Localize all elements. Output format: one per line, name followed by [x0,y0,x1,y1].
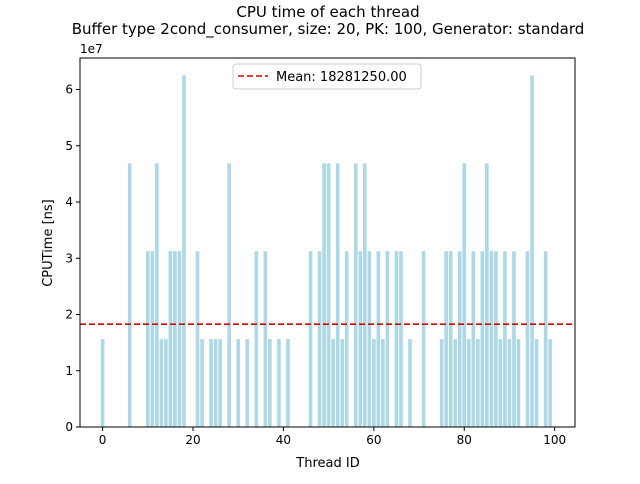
bar-thread-68 [408,339,412,427]
bar-thread-16 [173,251,177,427]
legend-mean-label: Mean: 18281250.00 [276,70,407,85]
bar-thread-78 [453,339,458,427]
bar-thread-87 [494,251,498,427]
bar-thread-59 [367,251,372,427]
bar-thread-22 [200,339,204,427]
bar-thread-56 [353,163,358,427]
bar-thread-81 [466,339,471,427]
bar-thread-53 [340,339,344,427]
bar-thread-32 [245,339,250,427]
y-tick-label-2: 2 [65,308,73,322]
bar-thread-52 [335,163,340,427]
bar-thread-28 [227,163,231,427]
bar-thread-66 [399,251,403,427]
x-tick-label-80: 80 [457,433,472,447]
chart-title: CPU time of each thread [236,3,419,21]
bar-thread-41 [286,339,290,427]
x-tick-label-60: 60 [366,433,381,447]
bar-thread-84 [480,251,485,427]
bar-thread-65 [394,251,399,427]
bar-thread-54 [344,251,349,427]
bar-thread-30 [236,339,241,427]
bar-thread-6 [127,163,132,427]
bar-thread-90 [507,339,512,427]
bar-thread-91 [512,251,516,427]
bar-thread-95 [530,75,534,427]
bar-thread-96 [534,339,539,427]
bar-thread-21 [195,251,200,427]
bar-thread-75 [439,339,444,427]
bar-thread-18 [182,75,186,427]
bar-thread-88 [498,339,503,427]
bar-thread-26 [218,339,222,427]
bar-thread-82 [471,251,476,427]
bar-thread-46 [308,251,313,427]
bar-thread-99 [548,339,552,427]
y-offset-label: 1e7 [80,42,103,56]
bar-thread-61 [376,251,381,427]
y-axis-label: CPUTime [ns] [41,199,56,287]
legend: Mean: 18281250.00 [232,63,422,90]
bar-thread-39 [277,339,281,427]
chart-subtitle: Buffer type 2cond_consumer, size: 20, PK… [72,20,585,39]
bar-thread-80 [462,163,467,427]
bar-thread-13 [159,339,164,427]
bar-thread-17 [177,251,182,427]
x-tick-label-20: 20 [185,433,200,447]
bar-thread-50 [326,163,331,427]
axes-frame [79,57,576,428]
bar-thread-76 [444,251,448,427]
y-tick-label-3: 3 [65,251,73,265]
plot-area: 0 20 40 60 80 100 0 1 2 3 4 5 6 [65,57,576,447]
bar-thread-57 [358,251,363,427]
bar-thread-48 [317,251,322,427]
y-tick-label-4: 4 [65,195,73,209]
bar-thread-49 [322,163,326,427]
bar-thread-71 [421,251,426,427]
bar-thread-98 [543,251,548,427]
bar-thread-37 [268,339,272,427]
y-tick-label-0: 0 [65,420,73,434]
bar-thread-36 [263,251,268,427]
x-tick-label-0: 0 [99,433,107,447]
bar-thread-11 [150,251,155,427]
x-tick-label-40: 40 [276,433,291,447]
bar-thread-12 [155,163,159,427]
bar-thread-25 [213,339,218,427]
bar-thread-51 [331,339,335,427]
bar-thread-92 [516,339,521,427]
bar-thread-24 [209,339,213,427]
bar-thread-79 [457,251,462,427]
bar-thread-83 [476,339,480,427]
legend-box [232,63,422,90]
y-tick-label-1: 1 [65,364,73,378]
bar-thread-10 [146,251,150,427]
bar-thread-94 [525,251,530,427]
bar-thread-34 [254,251,259,427]
bar-thread-77 [448,251,453,427]
y-tick-label-5: 5 [65,139,73,153]
x-axis-label: Thread ID [295,456,359,471]
bar-thread-63 [385,251,390,427]
x-tick-label-100: 100 [543,433,566,447]
bar-thread-85 [485,163,489,427]
bar-thread-86 [489,251,494,427]
bar-thread-0 [100,339,105,427]
bar-thread-15 [168,251,173,427]
bar-thread-14 [164,339,168,427]
y-tick-label-6: 6 [65,83,73,97]
bar-thread-60 [372,339,376,427]
bar-thread-58 [362,163,367,427]
bar-thread-89 [503,251,507,427]
bar-thread-62 [381,339,385,427]
